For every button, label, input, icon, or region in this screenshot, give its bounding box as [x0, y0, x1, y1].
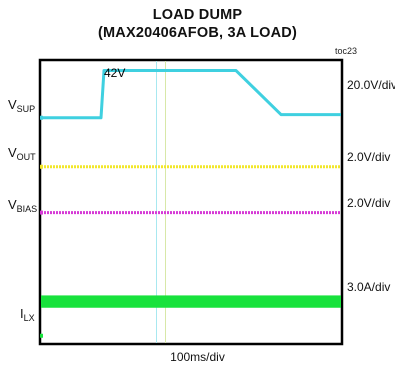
label-vout-main: V: [8, 145, 17, 160]
plot-frame: [38, 58, 344, 346]
chart-subtitle: (MAX20406AFOB, 3A LOAD): [97, 25, 298, 41]
label-vsup: VSUP: [8, 97, 35, 114]
label-vsup-main: V: [8, 97, 17, 112]
vbias-ground-marker: [40, 210, 43, 215]
ilx-ground-marker: [40, 333, 43, 338]
scale-vsup: 20.0V/div: [347, 78, 395, 92]
scale-ilx: 3.0A/div: [347, 280, 391, 294]
vsup-peak-label: 42V: [104, 66, 125, 80]
label-ilx: ILX: [20, 306, 35, 323]
label-vbias-sub: BIAS: [16, 204, 38, 214]
scale-vout: 2.0V/div: [347, 150, 391, 164]
figure-id: toc23: [334, 46, 357, 56]
x-axis-time-div: 100ms/div: [170, 350, 225, 364]
ilx-trace: [41, 295, 341, 308]
label-vout: VOUT: [8, 145, 36, 162]
scale-vbias: 2.0V/div: [347, 196, 391, 210]
label-vbias: VBIAS: [8, 197, 37, 214]
vout-ground-marker: [40, 164, 43, 169]
label-ilx-sub: LX: [23, 313, 35, 323]
chart-title: LOAD DUMP: [152, 7, 243, 23]
label-vout-sub: OUT: [16, 152, 36, 162]
vsup-trace: [41, 69, 341, 120]
label-ilx-main: I: [20, 306, 24, 321]
vsup-ground-marker: [40, 115, 43, 120]
label-vsup-sub: SUP: [16, 104, 36, 114]
label-vbias-main: V: [8, 197, 17, 212]
